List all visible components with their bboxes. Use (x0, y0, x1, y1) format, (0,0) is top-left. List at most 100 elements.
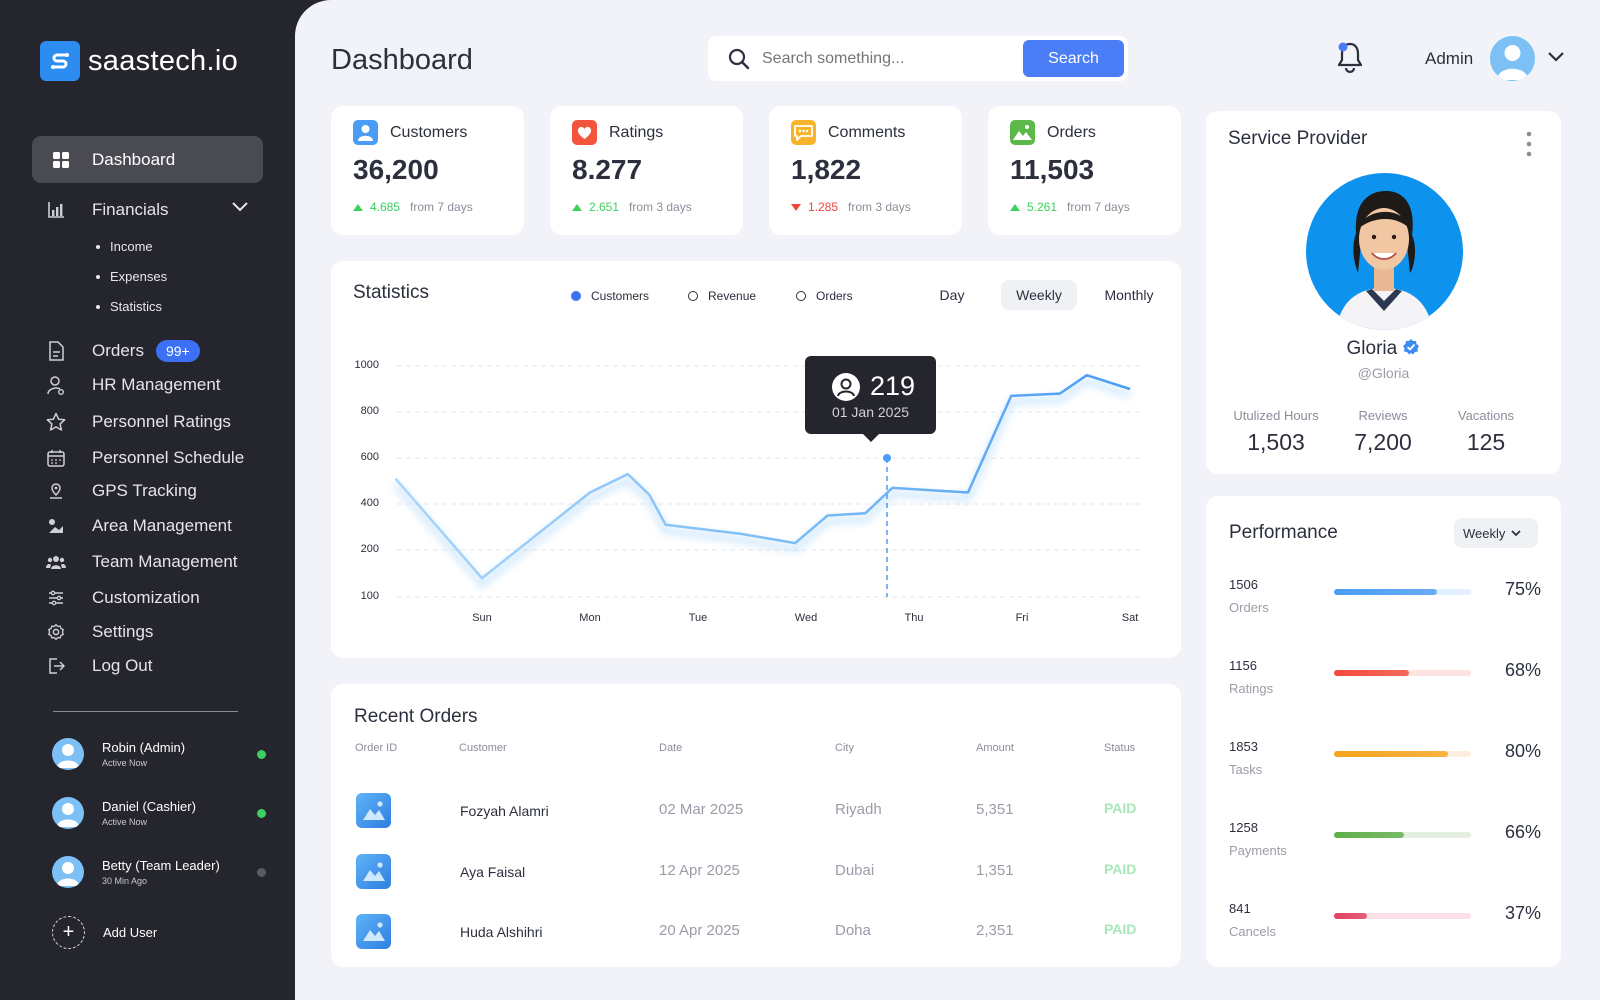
bar-chart-icon (46, 200, 66, 220)
legend-orders[interactable]: Orders (796, 289, 853, 303)
sidebar-item-personnel-ratings[interactable]: Personnel Ratings (46, 412, 231, 432)
kpi-value: 11,503 (1010, 154, 1095, 185)
user-gear-icon (46, 375, 66, 395)
order-amount: 1,351 (976, 862, 1014, 879)
user-status: Active Now (102, 817, 148, 827)
sidebar-item-orders[interactable]: Orders 99+ (46, 340, 200, 362)
order-amount: 2,351 (976, 922, 1014, 939)
sidebar-item-log-out[interactable]: Log Out (46, 656, 153, 676)
search-button[interactable]: Search (1023, 40, 1124, 77)
order-image-icon[interactable] (356, 793, 391, 828)
kpi-card-customers[interactable]: Customers 36,200 4.685 from 7 days (331, 106, 524, 235)
select-value: Weekly (1463, 525, 1506, 541)
avatar (52, 738, 84, 770)
series-line-customers[interactable] (394, 373, 1131, 580)
order-image-icon[interactable] (356, 854, 391, 889)
user-row-daniel[interactable]: Daniel (Cashier) Active Now (52, 797, 272, 829)
service-provider-card: Service Provider Gloria @Gloria Utulized… (1206, 111, 1561, 474)
kpi-label: Orders (1047, 124, 1096, 141)
trend-down-icon (791, 203, 801, 211)
sidebar-item-dashboard[interactable]: Dashboard (32, 136, 263, 183)
gear-icon (46, 622, 66, 642)
performance-percent: 68% (1504, 660, 1541, 680)
sidebar-item-area-management[interactable]: Area Management (46, 516, 232, 536)
search-input[interactable] (762, 49, 1012, 68)
kpi-card-orders[interactable]: Orders 11,503 5.261 from 7 days (988, 106, 1181, 235)
sidebar-item-settings[interactable]: Settings (46, 622, 153, 642)
avatar (52, 797, 84, 829)
sidebar-item-team-management[interactable]: Team Management (46, 552, 238, 572)
legend-marker-empty-icon (688, 291, 698, 301)
notification-bell-icon[interactable] (1335, 40, 1365, 74)
order-customer: Fozyah Alamri (460, 803, 549, 819)
column-header: Order ID (355, 742, 398, 754)
search-icon (728, 48, 750, 69)
legend-revenue[interactable]: Revenue (688, 289, 756, 303)
range-monthly-button[interactable]: Monthly (1104, 287, 1154, 303)
chevron-down-icon[interactable] (1547, 51, 1565, 63)
user-circle-icon (832, 373, 860, 401)
performance-progress-bar (1334, 751, 1471, 757)
admin-avatar[interactable] (1490, 36, 1535, 81)
performance-range-select[interactable]: Weekly (1454, 518, 1538, 548)
recent-orders-title: Recent Orders (354, 706, 478, 727)
performance-label: Payments (1229, 843, 1287, 858)
stat-value: 1,503 (1247, 429, 1305, 455)
legend-marker-filled-icon (571, 291, 581, 301)
sidebar-item-personnel-schedule[interactable]: Personnel Schedule (46, 448, 244, 468)
highlight-point[interactable] (883, 454, 891, 462)
more-options-icon[interactable] (1526, 131, 1532, 157)
brand[interactable]: saastech.io (40, 41, 238, 81)
kpi-card-comments[interactable]: Comments 1,822 1.285 from 3 days (769, 106, 962, 235)
performance-title: Performance (1229, 522, 1338, 543)
sidebar-item-label: Log Out (92, 656, 153, 675)
user-row-betty[interactable]: Betty (Team Leader) 30 Min Ago (52, 856, 272, 888)
range-weekly-button[interactable]: Weekly (1001, 280, 1077, 310)
performance-label: Ratings (1229, 681, 1274, 696)
column-header: Customer (459, 742, 507, 754)
map-icon (46, 516, 66, 536)
chevron-down-icon[interactable] (231, 201, 249, 213)
column-header: Date (659, 742, 683, 754)
location-pin-icon (46, 481, 66, 501)
performance-progress-fill (1334, 751, 1448, 757)
kpi-label: Customers (390, 124, 468, 141)
add-user-button[interactable]: + Add User (52, 916, 157, 949)
provider-stat: Utulized Hours 1,503 (1221, 408, 1331, 456)
sidebar-subitem-income[interactable]: Income (96, 239, 153, 254)
kpi-note: from 7 days (1067, 200, 1130, 214)
kpi-card-ratings[interactable]: Ratings 8.277 2.651 from 3 days (550, 106, 743, 235)
x-tick-label: Fri (1015, 612, 1029, 624)
sliders-icon (46, 588, 66, 608)
admin-name[interactable]: Admin (1425, 49, 1474, 68)
sidebar-item-label: Personnel Schedule (92, 448, 245, 467)
user-name: Robin (Admin) (102, 740, 186, 755)
sidebar-subitem-expenses[interactable]: Expenses (96, 269, 167, 284)
trend-up-icon (1010, 203, 1020, 211)
kpi-label: Comments (828, 124, 906, 141)
offline-status-icon (257, 868, 266, 877)
sidebar-subitem-statistics[interactable]: Statistics (96, 299, 162, 314)
x-tick-label: Thu (904, 612, 924, 624)
user-status: Active Now (102, 758, 148, 768)
performance-count: 1156 (1229, 658, 1257, 673)
sidebar-item-hr-management[interactable]: HR Management (46, 375, 221, 395)
y-tick-label: 1000 (354, 359, 379, 371)
sidebar-item-financials[interactable]: Financials (46, 200, 169, 220)
order-image-icon[interactable] (356, 914, 391, 949)
page-title: Dashboard (331, 44, 473, 76)
user-row-robin[interactable]: Robin (Admin) Active Now (52, 738, 272, 770)
online-status-icon (257, 750, 266, 759)
range-day-button[interactable]: Day (939, 287, 965, 303)
sidebar-item-gps-tracking[interactable]: GPS Tracking (46, 481, 197, 501)
sidebar-item-label: Orders (92, 341, 144, 360)
provider-handle: @Gloria (1357, 365, 1410, 381)
sidebar-subitem-label: Statistics (110, 299, 163, 314)
statistics-card: Statistics Customers Revenue Orders Day … (331, 261, 1181, 658)
bullet-icon (96, 244, 100, 249)
legend-customers[interactable]: Customers (571, 289, 649, 303)
stat-value: 125 (1466, 429, 1506, 455)
sidebar-item-customization[interactable]: Customization (46, 588, 200, 608)
order-date: 02 Mar 2025 (659, 801, 744, 818)
performance-count: 841 (1229, 901, 1251, 916)
